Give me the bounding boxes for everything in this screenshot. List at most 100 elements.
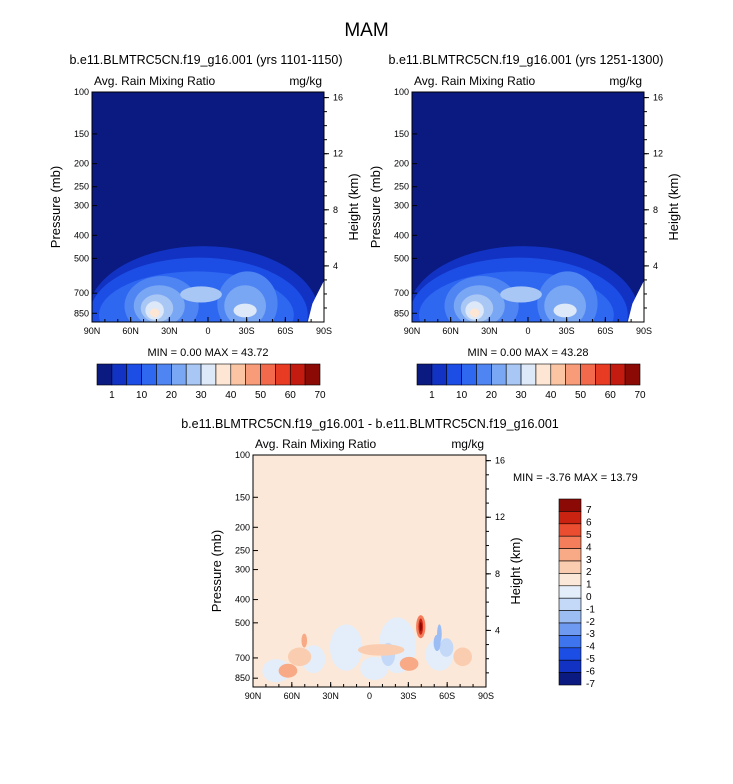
panel1-colorbar-box	[185, 363, 202, 386]
panel1-colorbar-label: 40	[225, 390, 237, 401]
panel1-colorbar-label: 1	[109, 390, 115, 401]
panel3-colorbar-box	[558, 548, 582, 562]
panel1-y2-tick-label: 16	[333, 93, 343, 103]
panel3-y-tick-label: 250	[235, 546, 250, 556]
panel1-colorbar-box	[200, 363, 217, 386]
panel3-colorbar-label: -4	[586, 642, 595, 653]
contour-level	[287, 647, 312, 667]
panel1-colorbar-label: 50	[255, 390, 267, 401]
panel3-colorbar-box	[558, 560, 582, 574]
panel3-x-tick-label: 90N	[245, 691, 262, 701]
panel2-colorbar-label: 50	[575, 390, 587, 401]
contour-level	[145, 301, 164, 320]
panel1-frame	[91, 91, 325, 323]
contour-level	[465, 301, 484, 320]
panel2-y-tick-label: 500	[394, 253, 409, 263]
panel2-ylabel: Pressure (mb)	[368, 166, 383, 248]
panel2-colorbar-box	[609, 363, 626, 386]
panel1-y-tick-label: 850	[74, 308, 89, 318]
panel3-x-tick-label: 60N	[284, 691, 301, 701]
contour-level	[470, 308, 480, 318]
panel3-colorbar-label: 5	[586, 530, 592, 541]
panel1-colorbar-box	[141, 363, 157, 386]
panel2-colorbar-box	[535, 363, 552, 386]
contour-level	[133, 285, 185, 322]
panel2-y-tick-label: 150	[394, 129, 409, 139]
panel2-colorbar-box	[624, 363, 641, 386]
contour-field	[412, 92, 644, 322]
panel3-colorbar-box	[558, 610, 582, 624]
contour-level	[301, 645, 326, 674]
panel2-y2-tick-label: 16	[653, 93, 663, 103]
panel3-colorbar-label: -5	[586, 654, 595, 665]
panel3-colorbar-box	[558, 635, 582, 649]
panel3-colorbar-label: 4	[586, 542, 592, 553]
panel1-x-tick-label: 60N	[122, 326, 139, 336]
contour-level	[418, 271, 614, 322]
panel3-y2-tick-label: 16	[495, 456, 505, 466]
contour-level	[217, 271, 278, 322]
panel1-x-tick-label: 0	[205, 326, 210, 336]
panel1-colorbar-box	[275, 363, 291, 386]
panel2-x-tick-label: 60S	[597, 326, 613, 336]
panel1-colorbar-box	[171, 363, 187, 386]
panel2-colorbar-label: 30	[516, 390, 528, 401]
panel3-subtitle-right: mg/kg	[451, 437, 484, 451]
panel3-x-tick-label: 30S	[400, 691, 416, 701]
panel3-colorbar-label: 7	[586, 505, 592, 516]
panel2-colorbar-box	[565, 363, 581, 386]
contour-field	[253, 455, 486, 687]
contour-level	[92, 257, 308, 322]
panel2-colorbar-box	[520, 363, 537, 386]
panel3-colorbar-box	[558, 498, 582, 512]
panel3-x-tick-label: 90S	[478, 691, 494, 701]
panel2-title: b.e11.BLMTRC5CN.f19_g16.001 (yrs 1251-13…	[388, 53, 664, 67]
panel2-colorbar-box	[595, 363, 611, 386]
contour-level	[419, 622, 422, 632]
contour-level	[360, 656, 389, 681]
contour-level	[544, 285, 586, 322]
contour-level	[329, 624, 363, 671]
panel3-colorbar-label: -6	[586, 666, 595, 677]
panel3-colorbar-label: 1	[586, 580, 592, 591]
panel2-y-tick-label: 700	[394, 288, 409, 298]
panel3-title: b.e11.BLMTRC5CN.f19_g16.001 - b.e11.BLMT…	[181, 417, 559, 431]
contour-level	[98, 271, 294, 322]
panel2-y2-tick-label: 4	[653, 261, 658, 271]
panel1-y-tick-label: 200	[74, 159, 89, 169]
panel1-y2label: Height (km)	[346, 173, 361, 240]
panel1-colorbar-box	[260, 363, 276, 386]
panel3-colorbar-label: -2	[586, 617, 595, 628]
panel3-y-tick-label: 200	[235, 522, 250, 532]
contour-level	[444, 276, 519, 322]
panel3-colorbar-label: 2	[586, 567, 592, 578]
panel1-y-tick-label: 300	[74, 201, 89, 211]
panel2-colorbar-box	[476, 363, 492, 386]
panel1-colorbar-box	[126, 363, 142, 386]
main-title: MAM	[344, 20, 389, 41]
panel2-y-tick-label: 850	[394, 308, 409, 318]
contour-level	[500, 286, 542, 303]
panel1-subtitle-left: Avg. Rain Mixing Ratio	[94, 74, 215, 88]
panel3-colorbar-box	[558, 672, 582, 686]
panel2-subtitle-right: mg/kg	[609, 74, 642, 88]
contour-level	[425, 638, 454, 671]
panel2-colorbar-label: 70	[634, 390, 646, 401]
panel2-x-tick-label: 90N	[404, 326, 421, 336]
panel3-y-tick-label: 500	[235, 618, 250, 628]
contour-level	[412, 246, 640, 322]
contour-level	[301, 633, 308, 648]
contour-level	[233, 303, 257, 318]
panel2-subtitle-left: Avg. Rain Mixing Ratio	[414, 74, 535, 88]
panel3-y2-tick-label: 4	[495, 625, 500, 635]
panel1-colorbar-label: 10	[136, 390, 148, 401]
panel1-ylabel: Pressure (mb)	[48, 166, 63, 248]
contour-level	[553, 303, 577, 318]
panel3-colorbar-box	[558, 535, 582, 549]
panel2-x-tick-label: 0	[525, 326, 530, 336]
panel1-y-tick-label: 250	[74, 182, 89, 192]
panel2-colorbar-label: 10	[456, 390, 468, 401]
contour-level	[433, 634, 441, 652]
